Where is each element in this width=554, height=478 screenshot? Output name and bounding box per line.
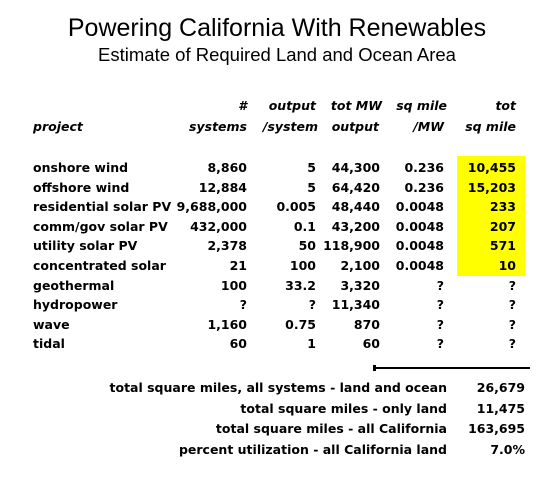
page-title: Powering California With Renewables [67,14,487,42]
cell-project: residential solar PV [33,199,172,215]
cell-systems: 100 [220,277,247,293]
cell-total-sq-mile: 207 [489,218,516,234]
header-totsq-line1: tot [495,98,516,113]
cell-systems: 12,884 [198,179,247,195]
cell-total-sq-mile: ? [508,297,516,313]
header-sqmw-line1: sq mile [396,98,447,113]
cell-systems: 9,688,000 [176,199,247,215]
cell-total-mw: 2,100 [340,258,380,273]
summary-value: 11,475 [476,400,525,416]
cell-systems: 60 [229,336,247,352]
cell-output-per-system: ? [308,297,316,313]
summary-label: percent utilization - all California lan… [178,441,447,457]
cell-total-sq-mile: 233 [489,199,516,215]
summary-value: 7.0% [490,441,525,457]
page-subtitle: Estimate of Required Land and Ocean Area [98,44,456,65]
cell-total-mw: 11,340 [331,297,380,313]
summary-value: 163,695 [468,421,525,436]
cell-sq-mile-per-mw: 0.236 [404,160,444,175]
cell-systems: 21 [229,258,247,273]
cell-total-sq-mile: 10,455 [467,160,516,175]
total-sq-mile-highlight [457,156,525,276]
header-systems-line1: # [238,98,247,113]
cell-output-per-system: 100 [289,258,316,273]
cell-sq-mile-per-mw: ? [436,336,444,352]
cell-project: concentrated solar [33,258,166,273]
cell-total-mw: 3,320 [340,277,380,293]
cell-project: offshore wind [33,179,130,195]
header-totsq-line2: sq mile [465,119,516,134]
cell-total-sq-mile: ? [508,316,516,332]
cell-output-per-system: 0.1 [293,218,316,234]
cell-output-per-system: 5 [307,179,316,195]
cell-output-per-system: 5 [307,160,316,175]
cell-systems: 2,378 [207,238,247,254]
cell-project: onshore wind [33,160,129,175]
cell-total-mw: 43,200 [331,218,380,234]
cell-sq-mile-per-mw: 0.0048 [395,258,444,273]
cell-systems: 8,860 [207,160,247,175]
cell-total-sq-mile: 571 [489,238,516,254]
cell-sq-mile-per-mw: ? [436,316,444,332]
table-bottom-rule-tick [373,365,376,371]
cell-sq-mile-per-mw: 0.0048 [395,238,444,254]
cell-total-sq-mile: ? [508,336,516,352]
header-project: project [33,119,83,134]
cell-total-mw: 44,300 [331,160,380,175]
header-systems-line2: systems [189,119,247,134]
cell-project: comm/gov solar PV [33,218,168,234]
cell-output-per-system: 1 [307,336,316,352]
cell-sq-mile-per-mw: 0.236 [404,179,444,195]
summary-label: total square miles - only land [240,400,447,416]
cell-systems: 432,000 [190,218,247,234]
cell-project: tidal [33,336,65,352]
header-sqmw-line2: /MW [413,119,444,134]
cell-output-per-system: 0.005 [276,199,316,215]
cell-total-sq-mile: ? [508,277,516,293]
cell-sq-mile-per-mw: ? [436,277,444,293]
cell-project: hydropower [33,297,118,313]
cell-total-mw: 48,440 [331,199,380,215]
cell-total-sq-mile: 10 [498,258,516,273]
cell-output-per-system: 50 [298,238,316,254]
header-totmw-line1: tot MW [330,98,382,113]
header-output-line2: /system [262,119,318,134]
cell-output-per-system: 33.2 [285,277,316,293]
header-totmw-line2: output [331,119,379,134]
cell-total-mw: 64,420 [331,179,380,195]
cell-sq-mile-per-mw: ? [436,297,444,313]
summary-value: 26,679 [476,380,525,395]
cell-total-mw: 60 [362,336,380,352]
cell-project: utility solar PV [33,238,138,254]
cell-systems: ? [239,297,247,313]
cell-project: geothermal [33,277,115,293]
cell-total-mw: 118,900 [323,238,380,254]
summary-label: total square miles, all systems - land a… [109,380,448,395]
cell-project: wave [33,316,70,332]
cell-output-per-system: 0.75 [285,316,316,332]
cell-systems: 1,160 [207,316,247,332]
table-bottom-rule [375,367,530,369]
cell-sq-mile-per-mw: 0.0048 [395,199,444,215]
header-output-line1: output [268,98,316,113]
cell-total-mw: 870 [353,316,380,332]
cell-total-sq-mile: 15,203 [467,179,516,195]
summary-label: total square miles - all California [215,421,447,436]
cell-sq-mile-per-mw: 0.0048 [395,218,444,234]
